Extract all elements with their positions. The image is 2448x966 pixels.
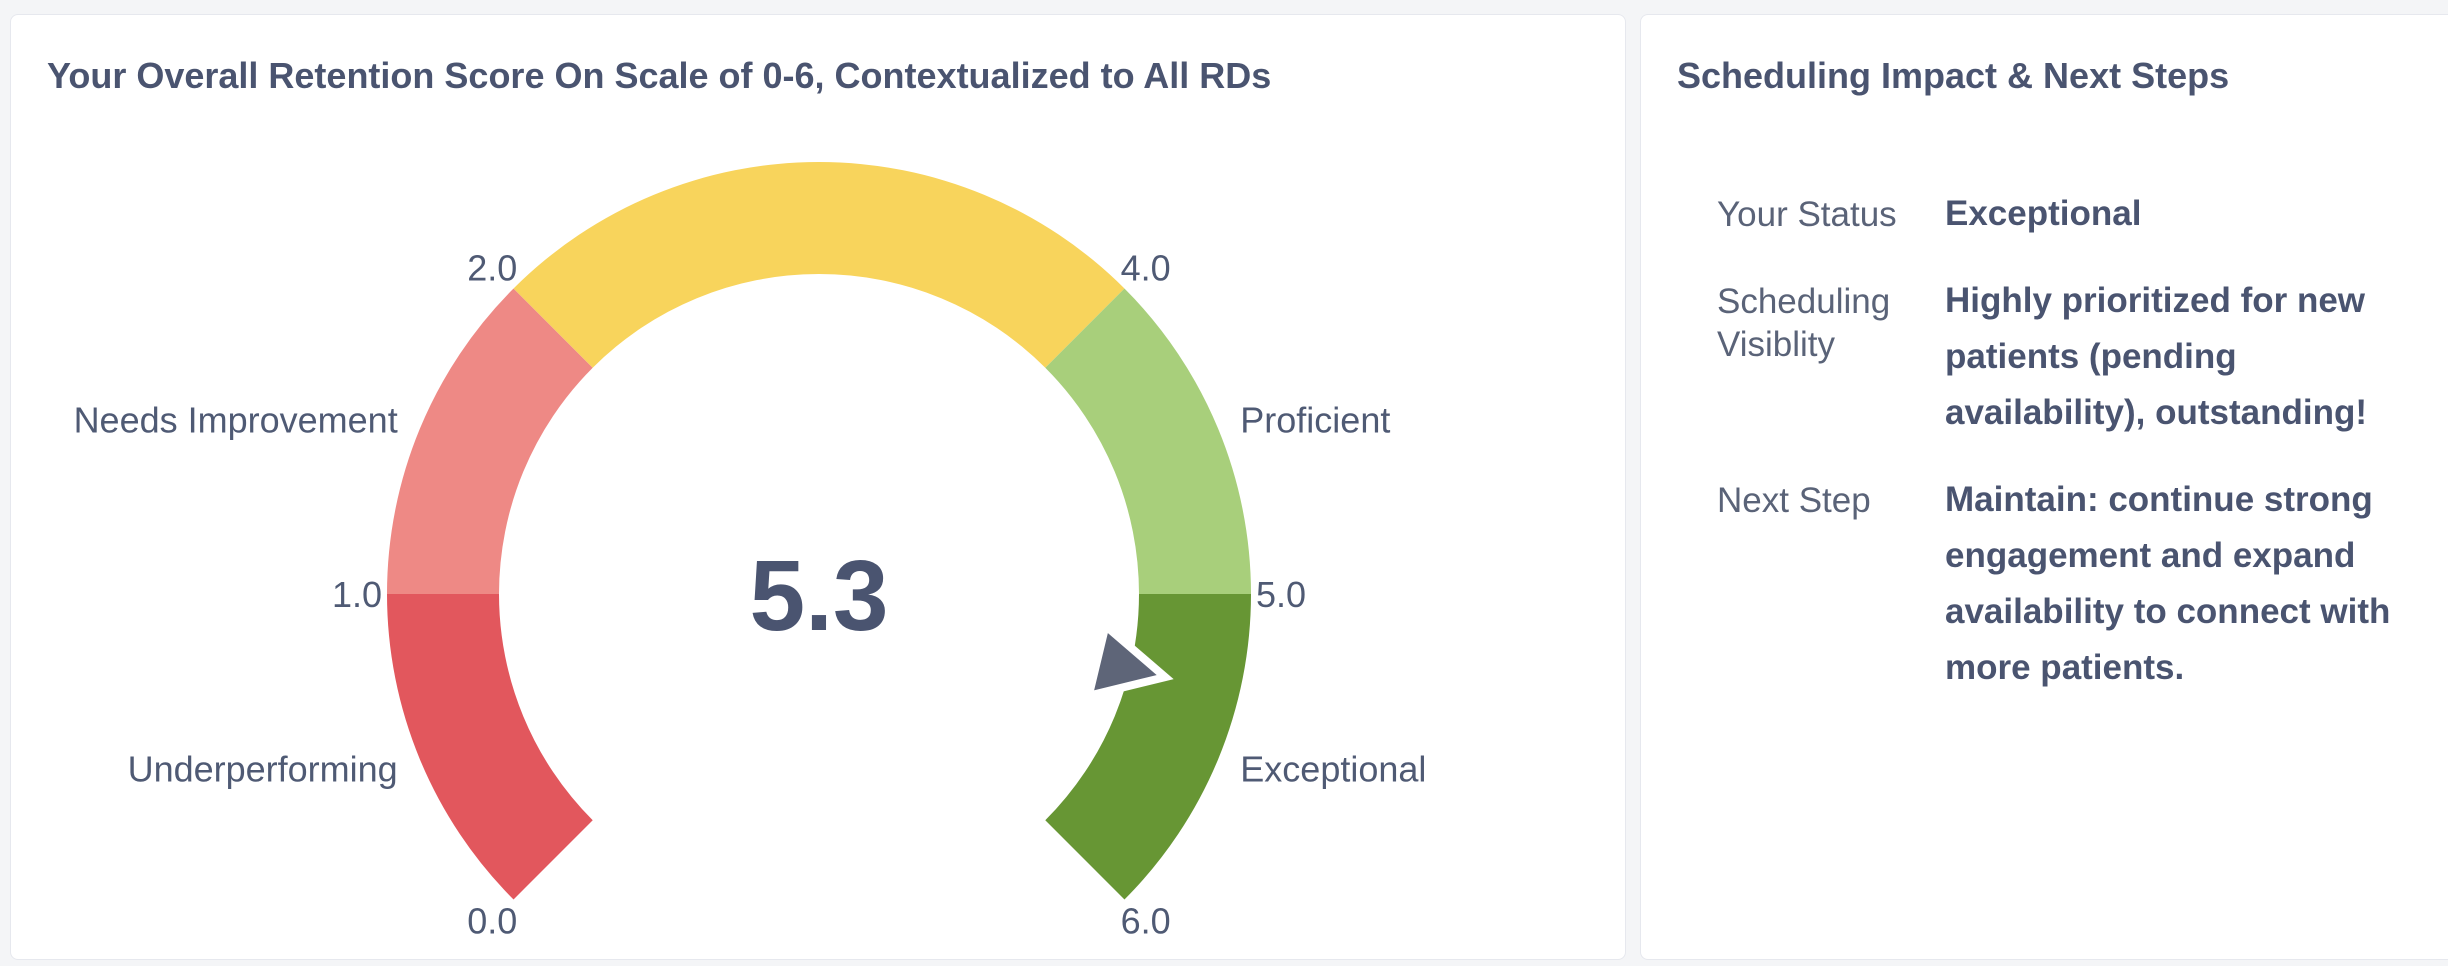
gauge-card: Your Overall Retention Score On Scale of… [10, 14, 1626, 960]
gauge-tick-label: 6.0 [1121, 901, 1171, 942]
gauge-tick-label: 0.0 [467, 901, 517, 942]
scheduling-visibility-value: Highly prioritized for new patients (pen… [1945, 281, 2367, 432]
gauge-band-2 [513, 162, 1125, 368]
gauge-card-title: Your Overall Retention Score On Scale of… [47, 55, 1272, 96]
gauge-band-4 [1045, 594, 1251, 900]
info-table: Your Status Exceptional Scheduling Visib… [1717, 193, 2417, 734]
next-step-label: Next Step [1717, 481, 1871, 520]
gauge-tick-label: 5.0 [1256, 574, 1306, 615]
gauge-chart: 0.0 1.0 2.0 4.0 5.0 6.0 Underperforming Needs … [74, 162, 1426, 942]
next-step-value: Maintain: continue strong engagement and… [1945, 480, 2391, 687]
status-value: Exceptional [1945, 194, 2142, 233]
next-step-row: Next Step Maintain: continue strong enga… [1717, 479, 2417, 696]
gauge-value: 5.3 [749, 540, 888, 652]
gauge-tick-label: 1.0 [332, 574, 382, 615]
scheduling-visibility-row: Scheduling Visiblity Highly prioritized … [1717, 280, 2417, 441]
gauge-band-label: Proficient [1240, 399, 1390, 440]
status-label: Your Status [1717, 195, 1897, 234]
gauge-band-label: Needs Improvement [74, 399, 398, 440]
gauge-tick-label: 4.0 [1121, 247, 1171, 288]
info-card: Scheduling Impact & Next Steps Your Stat… [1640, 14, 2448, 960]
gauge-band-3 [1045, 288, 1251, 594]
gauge-tick-label: 2.0 [467, 247, 517, 288]
gauge-band-1 [387, 288, 593, 594]
gauge-band-label: Exceptional [1240, 749, 1426, 790]
gauge-band-0 [387, 594, 593, 900]
scheduling-visibility-label: Scheduling Visiblity [1717, 282, 1891, 364]
gauge-band-label: Underperforming [128, 749, 398, 790]
info-card-title: Scheduling Impact & Next Steps [1677, 55, 2230, 96]
status-row: Your Status Exceptional [1717, 193, 2417, 242]
gauge-pointer [1083, 618, 1174, 702]
